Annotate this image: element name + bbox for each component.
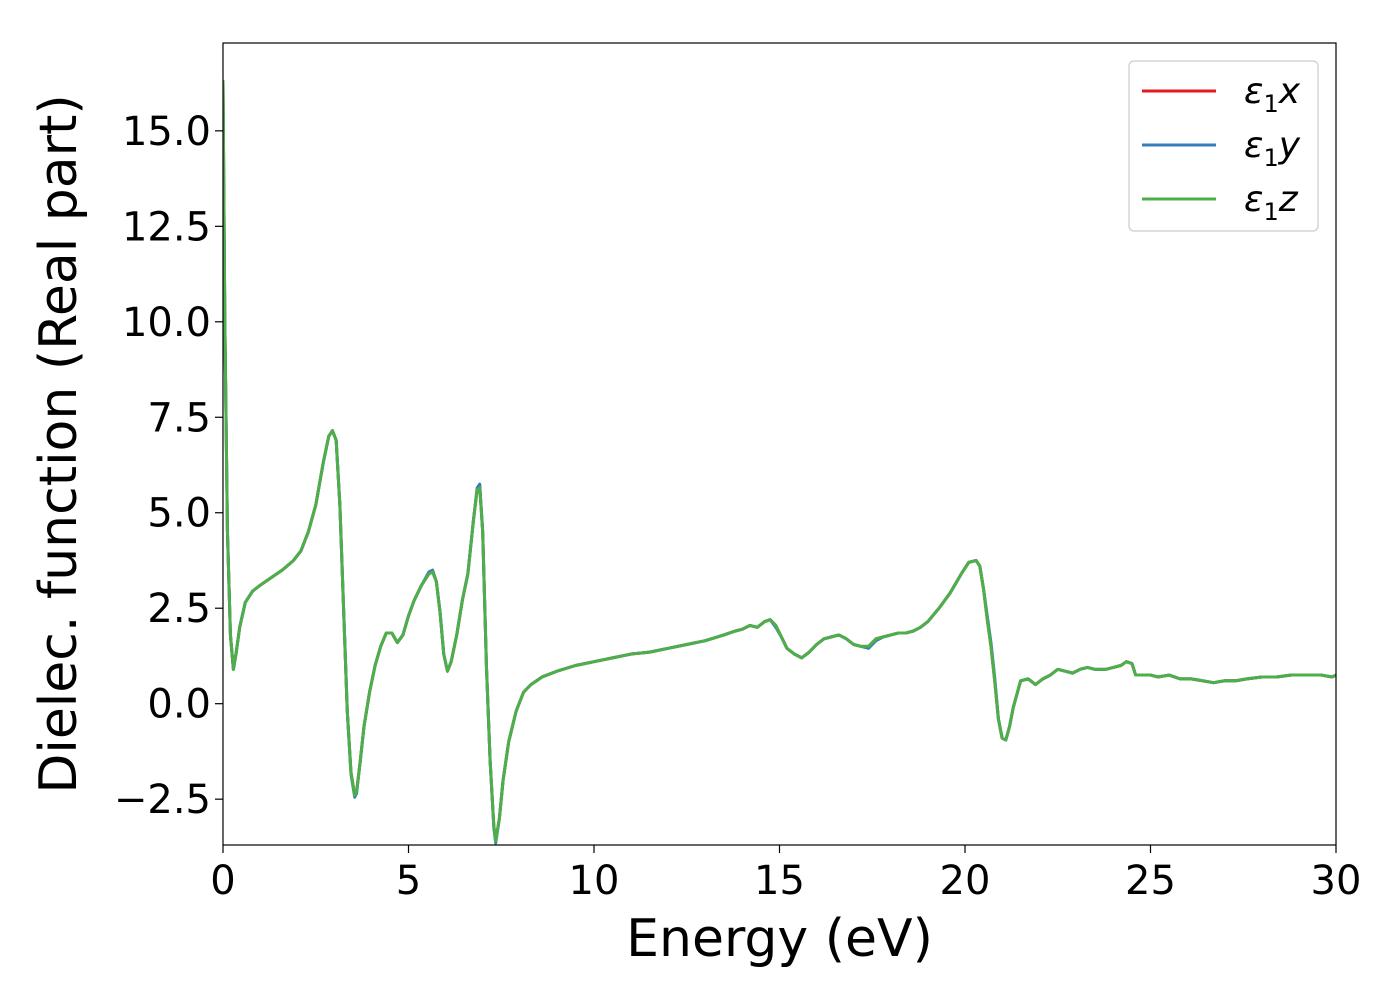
legend-box	[1128, 60, 1319, 232]
y-tick-label: 7.5	[147, 395, 211, 441]
x-tick-label: 30	[1311, 858, 1362, 904]
y-tick-label: 0.0	[147, 682, 211, 728]
x-tick-label: 10	[569, 858, 620, 904]
x-tick-label: 15	[754, 858, 805, 904]
y-axis-ticks: −2.5 0.0 2.5 5.0 7.5 10.0 12.5 15.0	[114, 109, 223, 823]
y-tick-label: 5.0	[147, 491, 211, 537]
x-tick-label: 20	[940, 858, 991, 904]
x-axis-label: Energy (eV)	[626, 909, 933, 969]
y-axis-label: Dielec. function (Real part)	[29, 94, 89, 793]
y-tick-label: 2.5	[147, 586, 211, 632]
legend-label-y: ε1y	[1244, 125, 1301, 172]
series-line-z	[223, 79, 1336, 843]
legend-label-z: ε1z	[1244, 179, 1299, 226]
x-axis-ticks: 0 5 10 15 20 25 30	[210, 845, 1361, 904]
y-tick-label: −2.5	[114, 777, 211, 823]
x-tick-label: 0	[210, 858, 235, 904]
legend: ε1x ε1y ε1z	[1128, 60, 1319, 232]
y-tick-label: 12.5	[122, 204, 211, 250]
x-tick-label: 5	[396, 858, 421, 904]
y-tick-label: 15.0	[122, 109, 211, 155]
series-layer	[223, 79, 1336, 845]
legend-label-x: ε1x	[1244, 71, 1301, 118]
x-tick-label: 25	[1125, 858, 1176, 904]
y-tick-label: 10.0	[122, 300, 211, 346]
